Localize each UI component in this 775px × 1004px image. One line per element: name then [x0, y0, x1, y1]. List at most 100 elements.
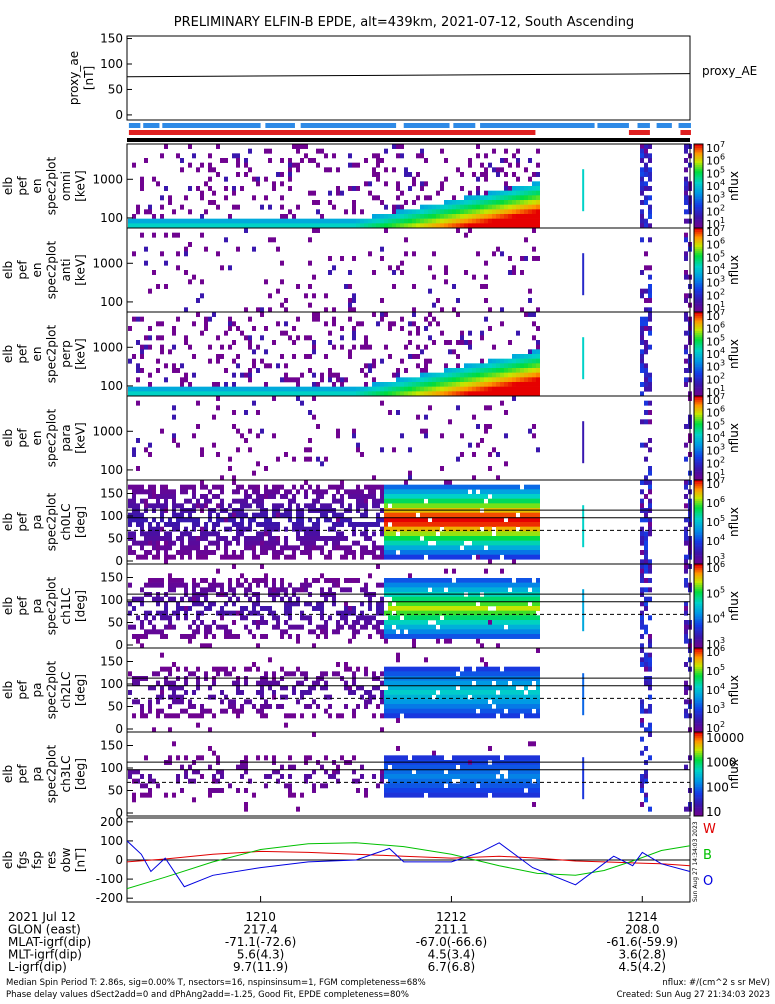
spectrogram-cell: [432, 671, 436, 676]
spectrogram-cell: [264, 522, 268, 527]
colorbar-step: [694, 428, 703, 430]
spectrogram-cell: [292, 457, 296, 462]
spectrogram-cell: [236, 522, 240, 527]
spectrogram-cell: [184, 251, 188, 256]
spectrogram-cell: [488, 667, 492, 672]
spectrogram-cell: [320, 494, 324, 499]
spectrogram-cell: [276, 489, 280, 494]
spectrogram-cell: [184, 489, 188, 494]
spectrogram-cell: [476, 681, 480, 686]
spectrogram-cell: [432, 625, 436, 630]
spectrogram-cell: [416, 597, 420, 602]
spectrogram-cell: [412, 489, 416, 494]
spectrogram-ylabel: pef: [16, 428, 30, 448]
spectrogram-cell: [316, 578, 320, 583]
spectrogram-cell: [512, 172, 516, 177]
spectrogram-cell: [216, 405, 220, 410]
spectrogram-cell: [320, 587, 324, 592]
spectrogram-cell: [464, 620, 468, 625]
spectrogram-cell: [380, 298, 384, 303]
spectrogram-cell: [512, 671, 516, 676]
spectrogram-cell: [496, 578, 500, 583]
spectrogram-cell: [356, 578, 360, 583]
spectrogram-cell: [520, 513, 524, 518]
spectrogram-cell: [168, 620, 172, 625]
spectrogram-cell: [368, 368, 372, 373]
colorbar-step: [694, 190, 703, 192]
spectrogram-cell: [220, 536, 224, 541]
spectrogram-cell: [312, 228, 316, 233]
spectrogram-cell: [384, 671, 388, 676]
colorbar-tick-label: 105: [706, 514, 725, 529]
spectrogram-cell: [320, 214, 324, 219]
spectrogram-cell: [432, 667, 436, 672]
spectrogram-cell: [520, 270, 524, 275]
spectrogram-cell: [328, 578, 332, 583]
spectrogram-cell: [256, 681, 260, 686]
spectrogram-cell: [196, 583, 200, 588]
spectrogram-cell: [280, 550, 284, 555]
spectrogram-cell: [440, 522, 444, 527]
spectrogram-cell: [276, 536, 280, 541]
spectrogram-cell: [648, 597, 652, 602]
spectrogram-cell: [408, 513, 412, 518]
spectrogram-cell: [436, 513, 440, 518]
spectrogram-cell: [280, 261, 284, 266]
spectrogram-cell: [476, 704, 480, 709]
spectrogram-cell: [200, 709, 204, 714]
spectrogram-cell: [480, 503, 484, 508]
spectrogram-cell: [436, 681, 440, 686]
spectrogram-cell: [648, 312, 652, 317]
spectrogram-cell: [188, 634, 192, 639]
fgm-status-segment: [480, 123, 595, 128]
spectrogram-cell: [640, 578, 644, 583]
spectrogram-cell: [448, 699, 452, 704]
spectrogram-cell: [196, 713, 200, 718]
spectrogram-cell: [484, 275, 488, 280]
spectrogram-cell: [336, 485, 340, 490]
spectrogram-cell: [404, 209, 408, 214]
spectrogram-cell: [268, 587, 272, 592]
spectrogram-cell: [416, 620, 420, 625]
spectrogram-cell: [248, 536, 252, 541]
spectrogram-cell: [396, 541, 400, 546]
spectrogram-cell: [396, 368, 400, 373]
spectrogram-cell: [516, 545, 520, 550]
colorbar-step: [694, 333, 703, 335]
spectrogram-cell: [488, 709, 492, 714]
spectrogram-cell: [244, 625, 248, 630]
colorbar-step: [694, 337, 703, 339]
spectrogram-cell: [364, 583, 368, 588]
spectrogram-cell: [172, 368, 176, 373]
fgm-status-segment: [404, 123, 450, 128]
spectrogram-cell: [412, 321, 416, 326]
colorbar-step: [694, 148, 703, 150]
spectrogram-cell: [532, 620, 536, 625]
spectrogram-cell: [476, 639, 480, 644]
spectrogram-cell: [344, 284, 348, 289]
spectrogram-cell: [276, 247, 280, 252]
spectrogram-cell: [304, 354, 308, 359]
colorbar-tick-exponent: 4: [720, 346, 725, 355]
spectrogram-cell: [248, 219, 252, 224]
spectrogram-cell: [216, 536, 220, 541]
fgm-status-segment: [143, 123, 159, 128]
spectrogram-cell: [384, 583, 388, 588]
spectrogram-cell: [152, 629, 156, 634]
colorbar-step: [694, 316, 703, 318]
spectrogram-cell: [132, 531, 136, 536]
spectrogram-cell: [392, 615, 396, 620]
spectrogram-cell: [168, 704, 172, 709]
spectrogram-cell: [396, 671, 400, 676]
spectrogram-cell: [164, 499, 168, 504]
spectrogram-cell: [504, 541, 508, 546]
spectrogram-cell: [520, 363, 524, 368]
spectrogram-cell: [484, 209, 488, 214]
spectrogram-cell: [520, 578, 524, 583]
spectrogram-cell: [156, 541, 160, 546]
spectrogram-cell: [464, 536, 468, 541]
colorbar-tick-label: 104: [706, 611, 725, 626]
spectrogram-cell: [412, 545, 416, 550]
spectrogram-cell: [348, 219, 352, 224]
spectrogram-cell: [148, 494, 152, 499]
